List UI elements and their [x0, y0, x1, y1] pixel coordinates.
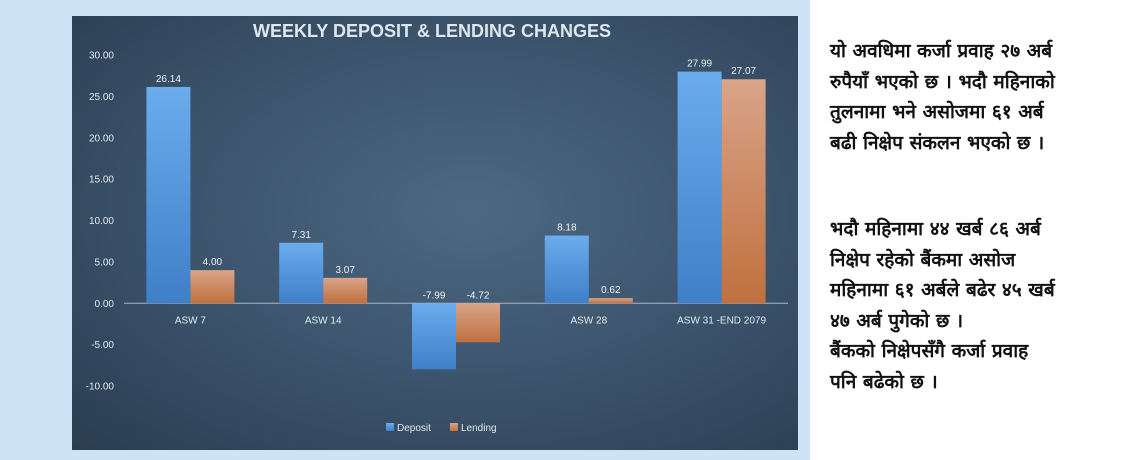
bar-deposit [412, 303, 456, 370]
legend: Deposit Lending [386, 423, 497, 434]
y-tick-label: 30.00 [89, 51, 114, 62]
legend-swatch-deposit [386, 423, 394, 431]
category-label: ASW 31 -END 2079 [677, 315, 766, 326]
paragraph-1: यो अवधिमा कर्जा प्रवाह २७ अर्ब रुपैयाँ भ… [830, 40, 1055, 154]
y-axis-ticks: 30.00 25.00 20.00 15.00 10.00 5.00 0.00 -5.00 -1… [86, 51, 115, 393]
legend-swatch-lending [450, 423, 458, 431]
paragraph-2: भदौ महिनामा ४४ खर्ब ८६ अर्ब निक्षेप रहेक… [830, 218, 1055, 393]
y-tick-label: 0.00 [95, 299, 115, 310]
data-label-deposit: 8.18 [557, 223, 577, 234]
category-label: ASW 7 [175, 315, 207, 326]
bar-lending [588, 298, 633, 304]
bar-deposit [544, 235, 589, 304]
y-tick-label: 5.00 [95, 257, 115, 268]
y-tick-label: 25.00 [89, 92, 114, 103]
data-label-deposit: 7.31 [291, 230, 311, 241]
legend-label-lending: Lending [461, 423, 497, 434]
data-label-lending: -4.72 [467, 290, 490, 301]
y-tick-label: -10.00 [86, 382, 115, 393]
category-label: ASW 14 [305, 315, 342, 326]
bar-deposit [677, 71, 722, 304]
data-label-lending: 3.07 [335, 265, 355, 276]
bar-chart: WEEKLY DEPOSIT & LENDING CHANGES 30.00 25… [86, 21, 788, 434]
y-tick-label: -5.00 [91, 340, 114, 351]
bars-group [146, 71, 766, 370]
bar-lending [323, 277, 368, 304]
data-label-deposit: -7.99 [423, 290, 446, 301]
category-label: ASW 28 [570, 315, 607, 326]
category-labels-group: ASW 7 ASW 14 ASW 28 ASW 31 -END 2079 [175, 315, 767, 326]
data-label-lending: 0.62 [601, 285, 621, 296]
chart-title: WEEKLY DEPOSIT & LENDING CHANGES [253, 21, 611, 41]
data-label-deposit: 26.14 [156, 74, 181, 85]
y-tick-label: 20.00 [89, 133, 114, 144]
bar-deposit [279, 242, 324, 304]
data-labels-group: 26.14 4.00 7.31 3.07 -7.99 -4.72 8.18 0.62 27.99… [156, 59, 757, 302]
y-tick-label: 10.00 [89, 216, 114, 227]
legend-label-deposit: Deposit [397, 423, 431, 434]
bar-lending [721, 79, 766, 304]
bar-lending [190, 270, 235, 304]
data-label-lending: 4.00 [203, 257, 223, 268]
text-panel: यो अवधिमा कर्जा प्रवाह २७ अर्ब रुपैयाँ भ… [810, 0, 1148, 460]
chart-panel: WEEKLY DEPOSIT & LENDING CHANGES 30.00 25… [72, 16, 798, 450]
data-label-lending: 27.07 [731, 66, 756, 77]
bar-deposit [146, 86, 191, 304]
data-label-deposit: 27.99 [687, 59, 712, 70]
bar-lending [456, 303, 500, 343]
y-tick-label: 15.00 [89, 175, 114, 186]
